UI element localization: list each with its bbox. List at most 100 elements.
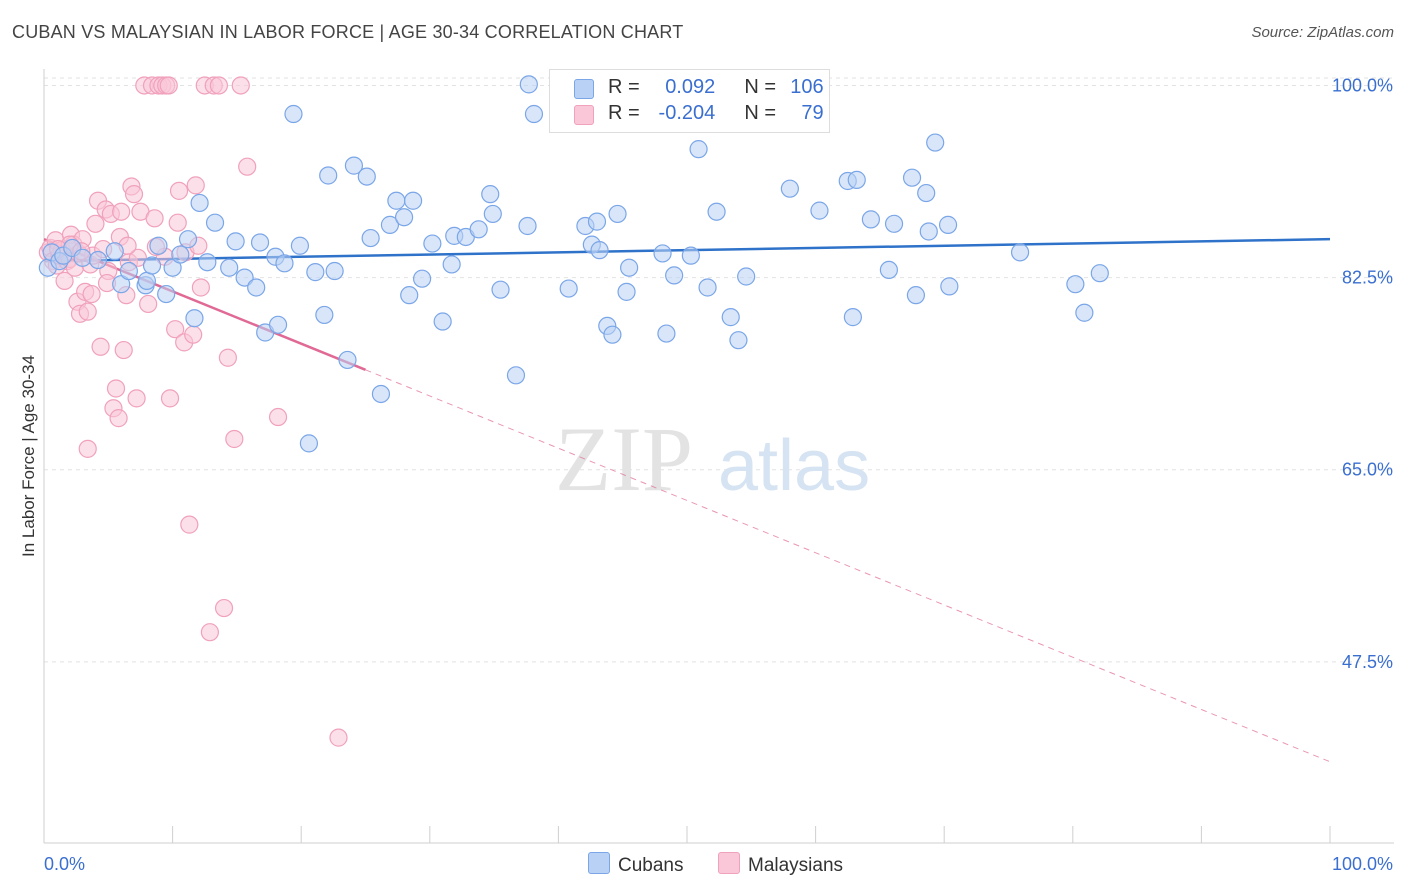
cubans-point-29 (268, 315, 288, 334)
cubans-point-87 (861, 210, 880, 229)
malaysians-point-60 (218, 348, 237, 367)
legend-r-value: 0.092 (665, 76, 716, 98)
y-axis-label: In Labor Force | Age 30-34 (19, 355, 38, 557)
cubans-point-69 (608, 204, 627, 224)
malaysians-point-61 (225, 429, 244, 449)
cubans-point-55 (481, 185, 500, 204)
cubans-point-62 (559, 279, 578, 298)
malaysians-point-49 (169, 181, 189, 200)
malaysians-point-36 (124, 185, 144, 204)
malaysians-point-37 (127, 389, 146, 408)
malaysians-point-46 (159, 76, 178, 95)
cubans-point-99 (1075, 303, 1094, 322)
malaysians-point-54 (191, 278, 210, 297)
cubans-point-97 (1010, 243, 1030, 262)
legend-r-value: -0.204 (658, 102, 716, 124)
cubans-point-11 (137, 271, 156, 290)
cubans-point-35 (315, 305, 334, 325)
cubans-point-9 (119, 261, 138, 281)
malaysians-point-77 (168, 213, 187, 232)
malaysians-point-59 (214, 598, 234, 618)
cubans-point-41 (361, 228, 380, 248)
cubans-point-42 (371, 384, 391, 404)
cubans-point-90 (902, 168, 922, 187)
cubans-point-61 (524, 104, 544, 124)
cubans-point-77 (698, 278, 717, 297)
cubans-point-46 (400, 286, 419, 305)
series-cubans (38, 75, 1109, 453)
y-tick-label-0: 47.5% (1342, 652, 1393, 672)
cubans-point-73 (657, 324, 676, 343)
cubans-point-82 (780, 179, 799, 198)
malaysians-point-51 (180, 515, 199, 534)
bottom-legend-malaysians: Malaysians (718, 852, 843, 877)
cubans-point-33 (299, 434, 319, 453)
cubans-point-12 (142, 256, 162, 275)
cubans-point-47 (403, 191, 423, 210)
legend-n-value: 79 (801, 102, 824, 124)
malaysians-point-56 (200, 623, 219, 642)
legend-n-label: N = (744, 102, 777, 124)
cubans-point-75 (681, 246, 700, 265)
cubans-point-51 (442, 255, 461, 274)
malaysians-point-63 (238, 157, 257, 176)
malaysians-point-18 (78, 302, 97, 321)
malaysians-point-23 (91, 337, 110, 356)
cubans-point-38 (338, 350, 357, 370)
cubans-point-14 (157, 284, 176, 304)
cubans-point-49 (423, 234, 442, 253)
data-points (38, 75, 1109, 747)
y-tick-label-3: 100.0% (1332, 75, 1393, 95)
cubans-point-59 (518, 216, 537, 236)
cubans-point-31 (284, 104, 303, 124)
legend-swatch-malaysians (574, 105, 594, 125)
malaysians-point-52 (184, 325, 203, 344)
cubans-point-26 (250, 233, 270, 252)
series-malaysians (38, 76, 348, 747)
malaysians-point-30 (109, 409, 128, 428)
cubans-point-32 (290, 236, 310, 255)
legend-n-value: 106 (790, 76, 824, 98)
cubans-point-21 (205, 213, 225, 232)
cubans-point-43 (380, 215, 400, 234)
cubans-point-44 (387, 191, 406, 210)
cubans-point-36 (319, 166, 338, 185)
malaysians-point-76 (82, 284, 101, 304)
cubans-point-89 (884, 214, 904, 233)
cubans-point-78 (707, 202, 726, 221)
cubans-point-13 (149, 236, 168, 255)
cubans-point-18 (185, 309, 204, 328)
malaysians-point-66 (78, 439, 97, 458)
cubans-point-76 (689, 140, 708, 159)
malaysians-point-65 (329, 728, 348, 747)
cubans-point-50 (433, 312, 452, 331)
cubans-point-92 (919, 222, 938, 241)
malaysians-point-7 (55, 271, 74, 290)
malaysians-point-71 (128, 248, 147, 267)
malaysians-point-47 (160, 389, 180, 408)
cubans-point-40 (357, 167, 376, 186)
cubans-point-86 (847, 170, 866, 189)
legend-n-label: N = (744, 76, 777, 98)
cubans-point-23 (226, 232, 245, 251)
cubans-point-98 (1066, 275, 1085, 294)
axes (43, 69, 1394, 844)
cubans-point-68 (603, 325, 622, 344)
malaysians-point-58 (209, 76, 228, 95)
cubans-point-56 (483, 204, 502, 224)
cubans-point-48 (412, 269, 432, 288)
malaysians-point-42 (145, 209, 164, 228)
malaysians-point-21 (86, 214, 105, 233)
cubans-point-70 (617, 282, 636, 301)
watermark-zip: ZIP (555, 408, 693, 510)
malaysians-point-32 (114, 340, 133, 360)
cubans-point-91 (906, 286, 926, 305)
cubans-point-22 (220, 258, 239, 277)
watermark-atlas: atlas (718, 426, 870, 506)
cubans-point-74 (665, 266, 684, 285)
cubans-point-5 (73, 248, 92, 267)
legend-r-label: R = (608, 76, 640, 98)
cubans-point-88 (879, 260, 899, 280)
cubans-point-95 (938, 215, 958, 234)
bottom-legend-label-malaysians: Malaysians (748, 855, 844, 876)
